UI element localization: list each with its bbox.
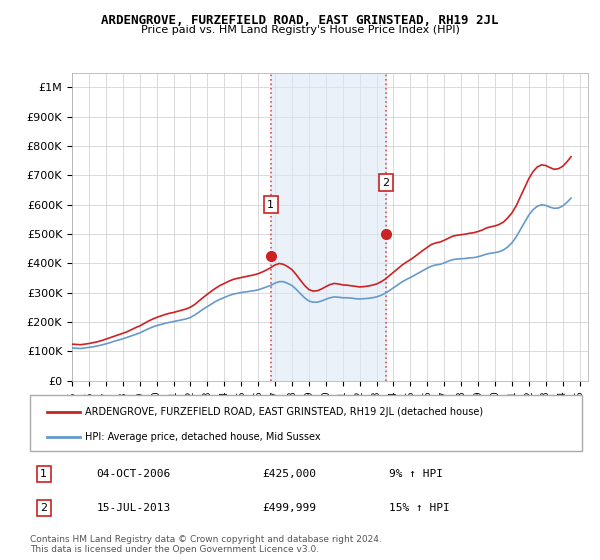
Text: 1: 1 bbox=[267, 200, 274, 210]
Text: Price paid vs. HM Land Registry's House Price Index (HPI): Price paid vs. HM Land Registry's House … bbox=[140, 25, 460, 35]
Bar bbox=[271, 73, 386, 381]
Text: £499,999: £499,999 bbox=[262, 503, 316, 513]
Text: 2: 2 bbox=[40, 503, 47, 513]
Text: 2: 2 bbox=[382, 178, 389, 188]
Text: Contains HM Land Registry data © Crown copyright and database right 2024.
This d: Contains HM Land Registry data © Crown c… bbox=[30, 535, 382, 554]
Text: 15-JUL-2013: 15-JUL-2013 bbox=[96, 503, 170, 513]
Text: 9% ↑ HPI: 9% ↑ HPI bbox=[389, 469, 443, 479]
Text: £425,000: £425,000 bbox=[262, 469, 316, 479]
Text: 1: 1 bbox=[40, 469, 47, 479]
Text: 15% ↑ HPI: 15% ↑ HPI bbox=[389, 503, 449, 513]
Text: ARDENGROVE, FURZEFIELD ROAD, EAST GRINSTEAD, RH19 2JL (detached house): ARDENGROVE, FURZEFIELD ROAD, EAST GRINST… bbox=[85, 407, 484, 417]
Text: ARDENGROVE, FURZEFIELD ROAD, EAST GRINSTEAD, RH19 2JL: ARDENGROVE, FURZEFIELD ROAD, EAST GRINST… bbox=[101, 14, 499, 27]
Text: 04-OCT-2006: 04-OCT-2006 bbox=[96, 469, 170, 479]
Text: HPI: Average price, detached house, Mid Sussex: HPI: Average price, detached house, Mid … bbox=[85, 432, 321, 442]
FancyBboxPatch shape bbox=[30, 395, 582, 451]
